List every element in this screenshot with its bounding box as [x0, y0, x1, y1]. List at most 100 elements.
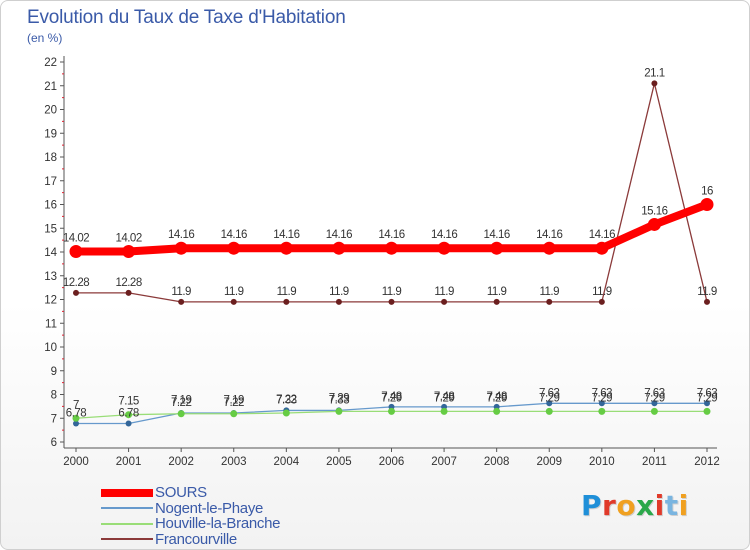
y-tick-label: 12: [44, 295, 57, 307]
x-tick-label: 2003: [221, 456, 247, 468]
data-point: [647, 217, 661, 231]
data-point: [69, 245, 83, 259]
data-point: [440, 407, 448, 415]
data-label: 7.29: [381, 392, 401, 404]
data-label: 14.16: [326, 229, 352, 241]
data-point: [546, 298, 553, 305]
data-label: 12.28: [63, 277, 89, 289]
x-tick-label: 2000: [63, 456, 89, 468]
data-label: 7.22: [224, 397, 244, 409]
data-point: [700, 198, 714, 211]
data-label: 7.29: [697, 392, 717, 404]
y-tick-label: 21: [44, 81, 57, 93]
y-tick-label: 7: [51, 413, 57, 425]
data-point: [703, 407, 711, 415]
data-point: [122, 245, 136, 259]
y-tick-label: 18: [44, 152, 57, 164]
y-tick-label: 11: [45, 318, 57, 330]
data-label: 6.78: [66, 407, 86, 419]
legend-swatch: [101, 488, 153, 497]
y-tick-label: 6: [51, 437, 57, 449]
x-tick-label: 2004: [274, 456, 300, 468]
data-point: [388, 407, 395, 415]
data-label: 7.22: [276, 394, 296, 406]
y-tick-label: 8: [51, 390, 57, 402]
data-label: 7.63: [697, 387, 717, 399]
legend-label: Houville-la-Branche: [155, 515, 281, 532]
data-label: 11.9: [487, 286, 507, 298]
data-point: [598, 407, 606, 415]
y-tick-label: 9: [51, 366, 57, 378]
data-label: 11.9: [592, 286, 612, 298]
logo-letter: P: [581, 489, 603, 522]
data-point: [388, 298, 395, 305]
data-label: 7.15: [118, 396, 138, 408]
data-label: 7.29: [539, 392, 559, 404]
data-point: [174, 241, 188, 255]
legend-label: Francourville: [155, 530, 237, 548]
x-tick-label: 2007: [431, 456, 457, 468]
data-point: [125, 420, 132, 427]
legend-swatch: [101, 522, 153, 525]
data-label: 11.9: [171, 286, 191, 298]
data-label: 7.33: [276, 394, 296, 406]
x-tick-label: 2011: [642, 456, 667, 468]
data-label: 11.9: [382, 286, 402, 298]
y-tick-label: 13: [44, 271, 57, 283]
data-label: 15.16: [641, 205, 667, 217]
data-label: 11.9: [329, 286, 349, 298]
data-label: 14.16: [536, 229, 562, 241]
data-point: [598, 400, 605, 407]
data-label: 14.16: [273, 229, 299, 241]
data-label: 7.29: [329, 392, 349, 404]
logo-letter: i: [654, 489, 665, 522]
data-label: 7: [73, 399, 79, 411]
data-label: 7.19: [224, 395, 244, 407]
data-point: [493, 298, 500, 305]
data-point: [650, 407, 658, 415]
data-point: [490, 241, 504, 255]
y-tick-label: 14: [44, 247, 57, 259]
data-point: [441, 298, 448, 305]
logo-letter: r: [602, 489, 617, 522]
data-point: [125, 411, 133, 419]
x-tick-label: 2001: [116, 456, 142, 468]
x-tick-label: 2008: [484, 456, 510, 468]
data-label: 14.16: [484, 229, 510, 241]
data-label: 7.22: [171, 397, 191, 409]
data-point: [282, 409, 290, 417]
data-label: 11.9: [224, 286, 244, 298]
data-point: [279, 241, 293, 255]
data-label: 14.16: [431, 229, 457, 241]
data-label: 7.48: [486, 391, 506, 403]
data-point: [546, 400, 553, 407]
data-point: [704, 298, 710, 305]
y-tick-label: 16: [44, 200, 57, 212]
data-label: 14.02: [63, 233, 89, 245]
data-label: 7.63: [644, 387, 664, 399]
x-tick-label: 2009: [536, 456, 562, 468]
data-point: [73, 289, 79, 296]
data-label: 7.33: [329, 394, 349, 406]
chart-title: Evolution du Taux de Taxe d'Habitation: [27, 7, 346, 28]
data-point: [230, 298, 237, 305]
data-point: [283, 298, 290, 305]
data-label: 7.29: [434, 392, 454, 404]
data-point: [72, 414, 80, 422]
data-label: 16: [701, 186, 713, 198]
logo-letter: i: [678, 489, 689, 522]
x-tick-label: 2012: [694, 456, 720, 468]
x-tick-label: 2002: [168, 456, 194, 468]
data-label: 14.16: [378, 229, 404, 241]
data-point: [493, 407, 501, 415]
y-tick-label: 19: [44, 128, 57, 140]
data-point: [125, 289, 132, 296]
data-label: 7.48: [381, 391, 401, 403]
data-point: [437, 241, 451, 255]
data-label: 7.63: [592, 387, 612, 399]
data-label: 14.02: [115, 233, 141, 245]
y-tick-label: 15: [44, 223, 57, 235]
logo-letter: x: [636, 489, 655, 522]
